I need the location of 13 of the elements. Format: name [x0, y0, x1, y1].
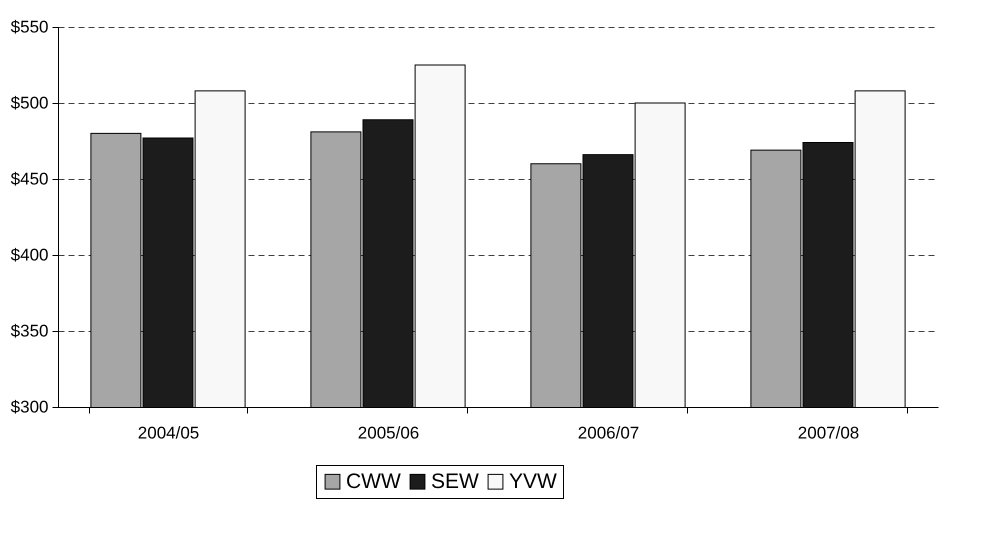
x-tick-label: 2006/07	[578, 424, 640, 442]
legend-label: YVW	[509, 470, 558, 493]
y-tick-label: $350	[10, 322, 48, 340]
y-tick-label: $400	[10, 246, 48, 264]
y-tick-label: $550	[10, 18, 48, 36]
legend-label: SEW	[431, 470, 480, 493]
x-tick-label: 2005/06	[358, 424, 420, 442]
legend-label: CWW	[346, 470, 401, 493]
y-tick-label: $500	[10, 94, 48, 112]
y-tick-label: $300	[10, 398, 48, 416]
y-tick-label: $450	[10, 170, 48, 188]
x-tick-label: 2007/08	[798, 424, 860, 442]
x-tick-label: 2004/05	[138, 424, 200, 442]
